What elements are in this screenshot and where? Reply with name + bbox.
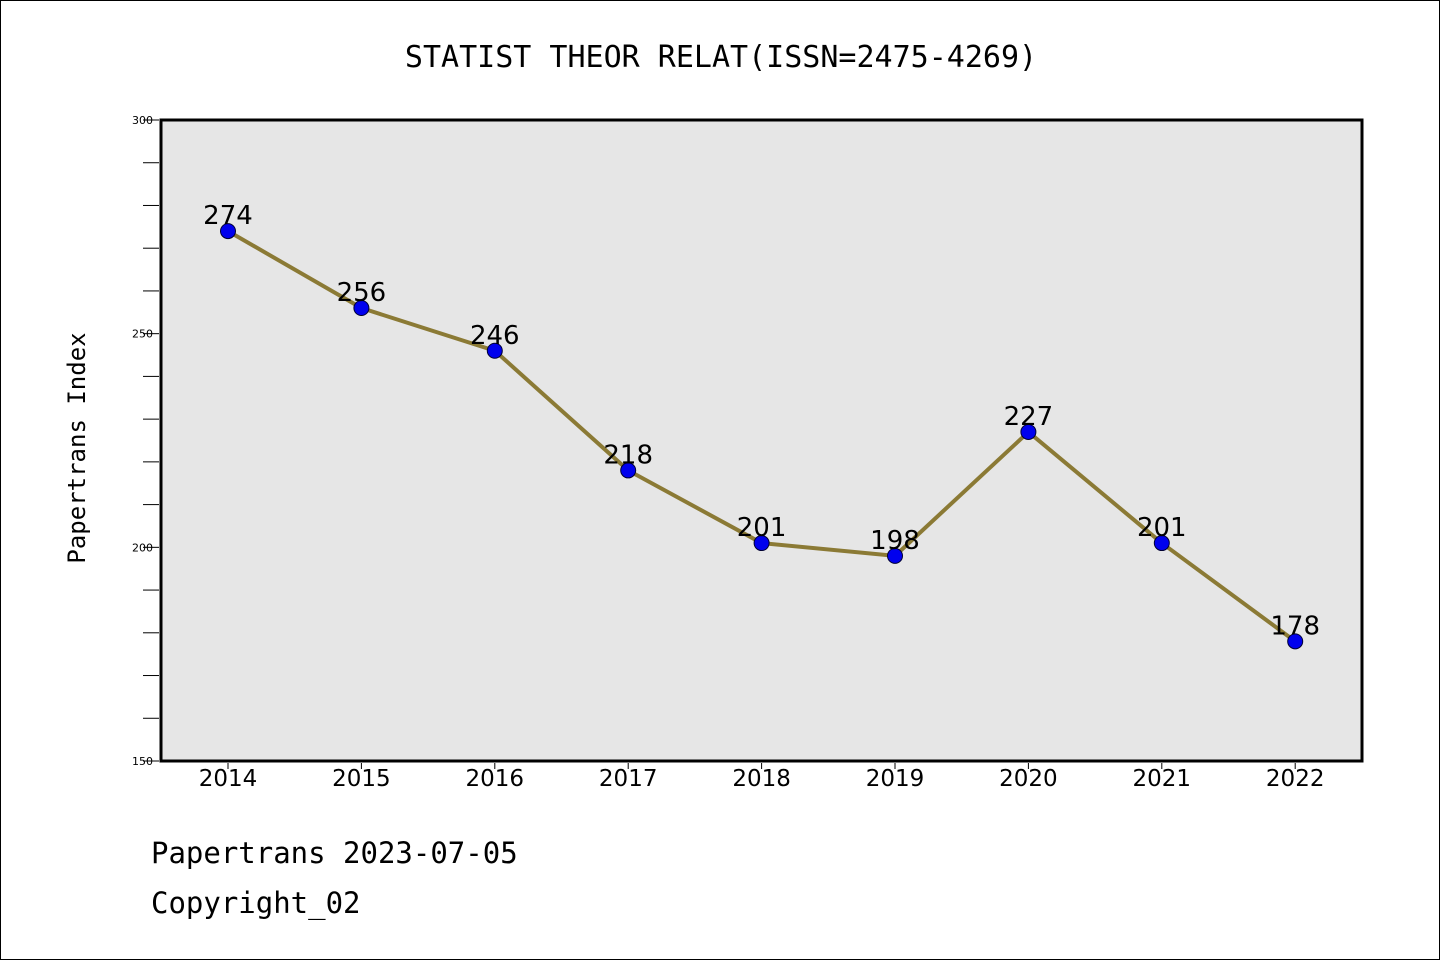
x-tick-label: 2015 <box>332 766 391 792</box>
y-tick-label: 250 <box>132 328 153 341</box>
data-point <box>1020 423 1037 440</box>
data-labels: 274 256 246 218 201 198 227 201 178 <box>203 201 1320 641</box>
data-point <box>486 342 503 359</box>
data-label: 201 <box>1137 513 1187 543</box>
plot-area <box>159 118 1364 763</box>
footer-date: Papertrans 2023-07-05 <box>151 836 518 870</box>
data-points <box>220 223 1304 650</box>
x-tick-label: 2019 <box>866 766 925 792</box>
data-point <box>1287 633 1304 650</box>
x-tick-label: 2020 <box>999 766 1058 792</box>
data-point <box>753 535 770 552</box>
y-axis-label: Papertrans Index <box>63 332 91 563</box>
data-point <box>220 223 236 240</box>
footer-copyright: Copyright_02 <box>151 886 361 920</box>
data-label: 178 <box>1270 611 1320 641</box>
data-label: 227 <box>1004 402 1054 432</box>
data-label: 198 <box>870 526 920 556</box>
x-tick-label: 2017 <box>599 766 658 792</box>
chart-title: STATIST THEOR RELAT(ISSN=2475-4269) <box>405 40 1037 75</box>
y-tick-label: 300 <box>132 114 153 127</box>
axis-ticks: 150 200 250 300 2014 2015 2016 2017 2018 2019 2020… <box>132 114 1324 792</box>
x-tick-label: 2014 <box>199 766 258 792</box>
y-tick-label: 200 <box>132 541 153 554</box>
data-label: 201 <box>737 513 787 543</box>
data-label: 246 <box>470 321 520 351</box>
data-point <box>1153 535 1170 552</box>
data-point <box>353 300 370 317</box>
data-label: 274 <box>203 201 253 231</box>
x-tick-label: 2016 <box>466 766 525 792</box>
data-point <box>620 462 637 479</box>
x-tick-label: 2018 <box>732 766 791 792</box>
x-tick-label: 2021 <box>1133 766 1192 792</box>
data-label: 256 <box>337 278 387 308</box>
data-point <box>887 547 903 564</box>
x-tick-label: 2022 <box>1266 766 1325 792</box>
y-tick-label: 150 <box>132 755 153 768</box>
data-label: 218 <box>603 440 653 470</box>
